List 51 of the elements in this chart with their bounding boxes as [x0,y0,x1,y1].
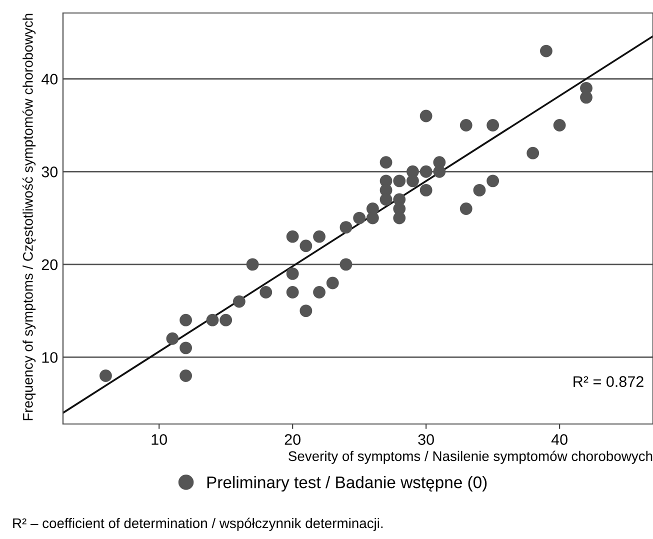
point [473,184,486,196]
point [246,258,259,271]
point [420,184,432,196]
x-tick-label: 30 [418,434,434,445]
y-tick-label: 40 [42,74,58,85]
point [353,212,366,224]
point [220,314,232,326]
point [526,146,540,160]
point [540,44,552,58]
point [486,174,500,188]
point [300,240,312,252]
x-tick-label: 20 [284,434,300,445]
point [393,174,406,188]
point [166,332,179,345]
point [460,119,472,132]
point [406,174,419,188]
point [260,286,272,298]
point [180,370,192,382]
point [553,119,566,132]
x-tick-label: 10 [152,434,168,445]
y-tick-label: 10 [42,352,58,363]
point [420,165,432,178]
point [286,230,299,243]
legend-label: Preliminary test / Badanie wstępne (0) [207,476,487,492]
point [313,230,326,243]
point [380,193,392,206]
point [460,202,472,215]
point [326,276,339,290]
point [206,314,219,326]
point [300,304,312,318]
x-axis-title: Severity of symptoms / Nasilenie symptomów chorobowych [288,450,652,464]
point [180,314,192,326]
point [180,342,192,354]
point [486,119,500,132]
point [313,286,326,298]
x-tick-label: 40 [551,434,568,445]
point [232,295,246,308]
point [100,370,112,382]
text: R² – coefficient of determination / współczynnik determinacji. [13,518,383,531]
y-tick-label: 30 [42,166,58,178]
annotation: R² = 0.872 [574,376,644,387]
point [286,286,299,298]
point [286,267,299,280]
y-axis-title: Frequency of symptoms / Częstotliwość symptomów chorobowych [22,14,36,420]
point [380,156,392,169]
point [340,258,352,271]
y-tick-label: 20 [42,259,58,270]
point [340,221,352,234]
point [580,91,592,104]
point [393,212,406,224]
point [420,110,432,122]
